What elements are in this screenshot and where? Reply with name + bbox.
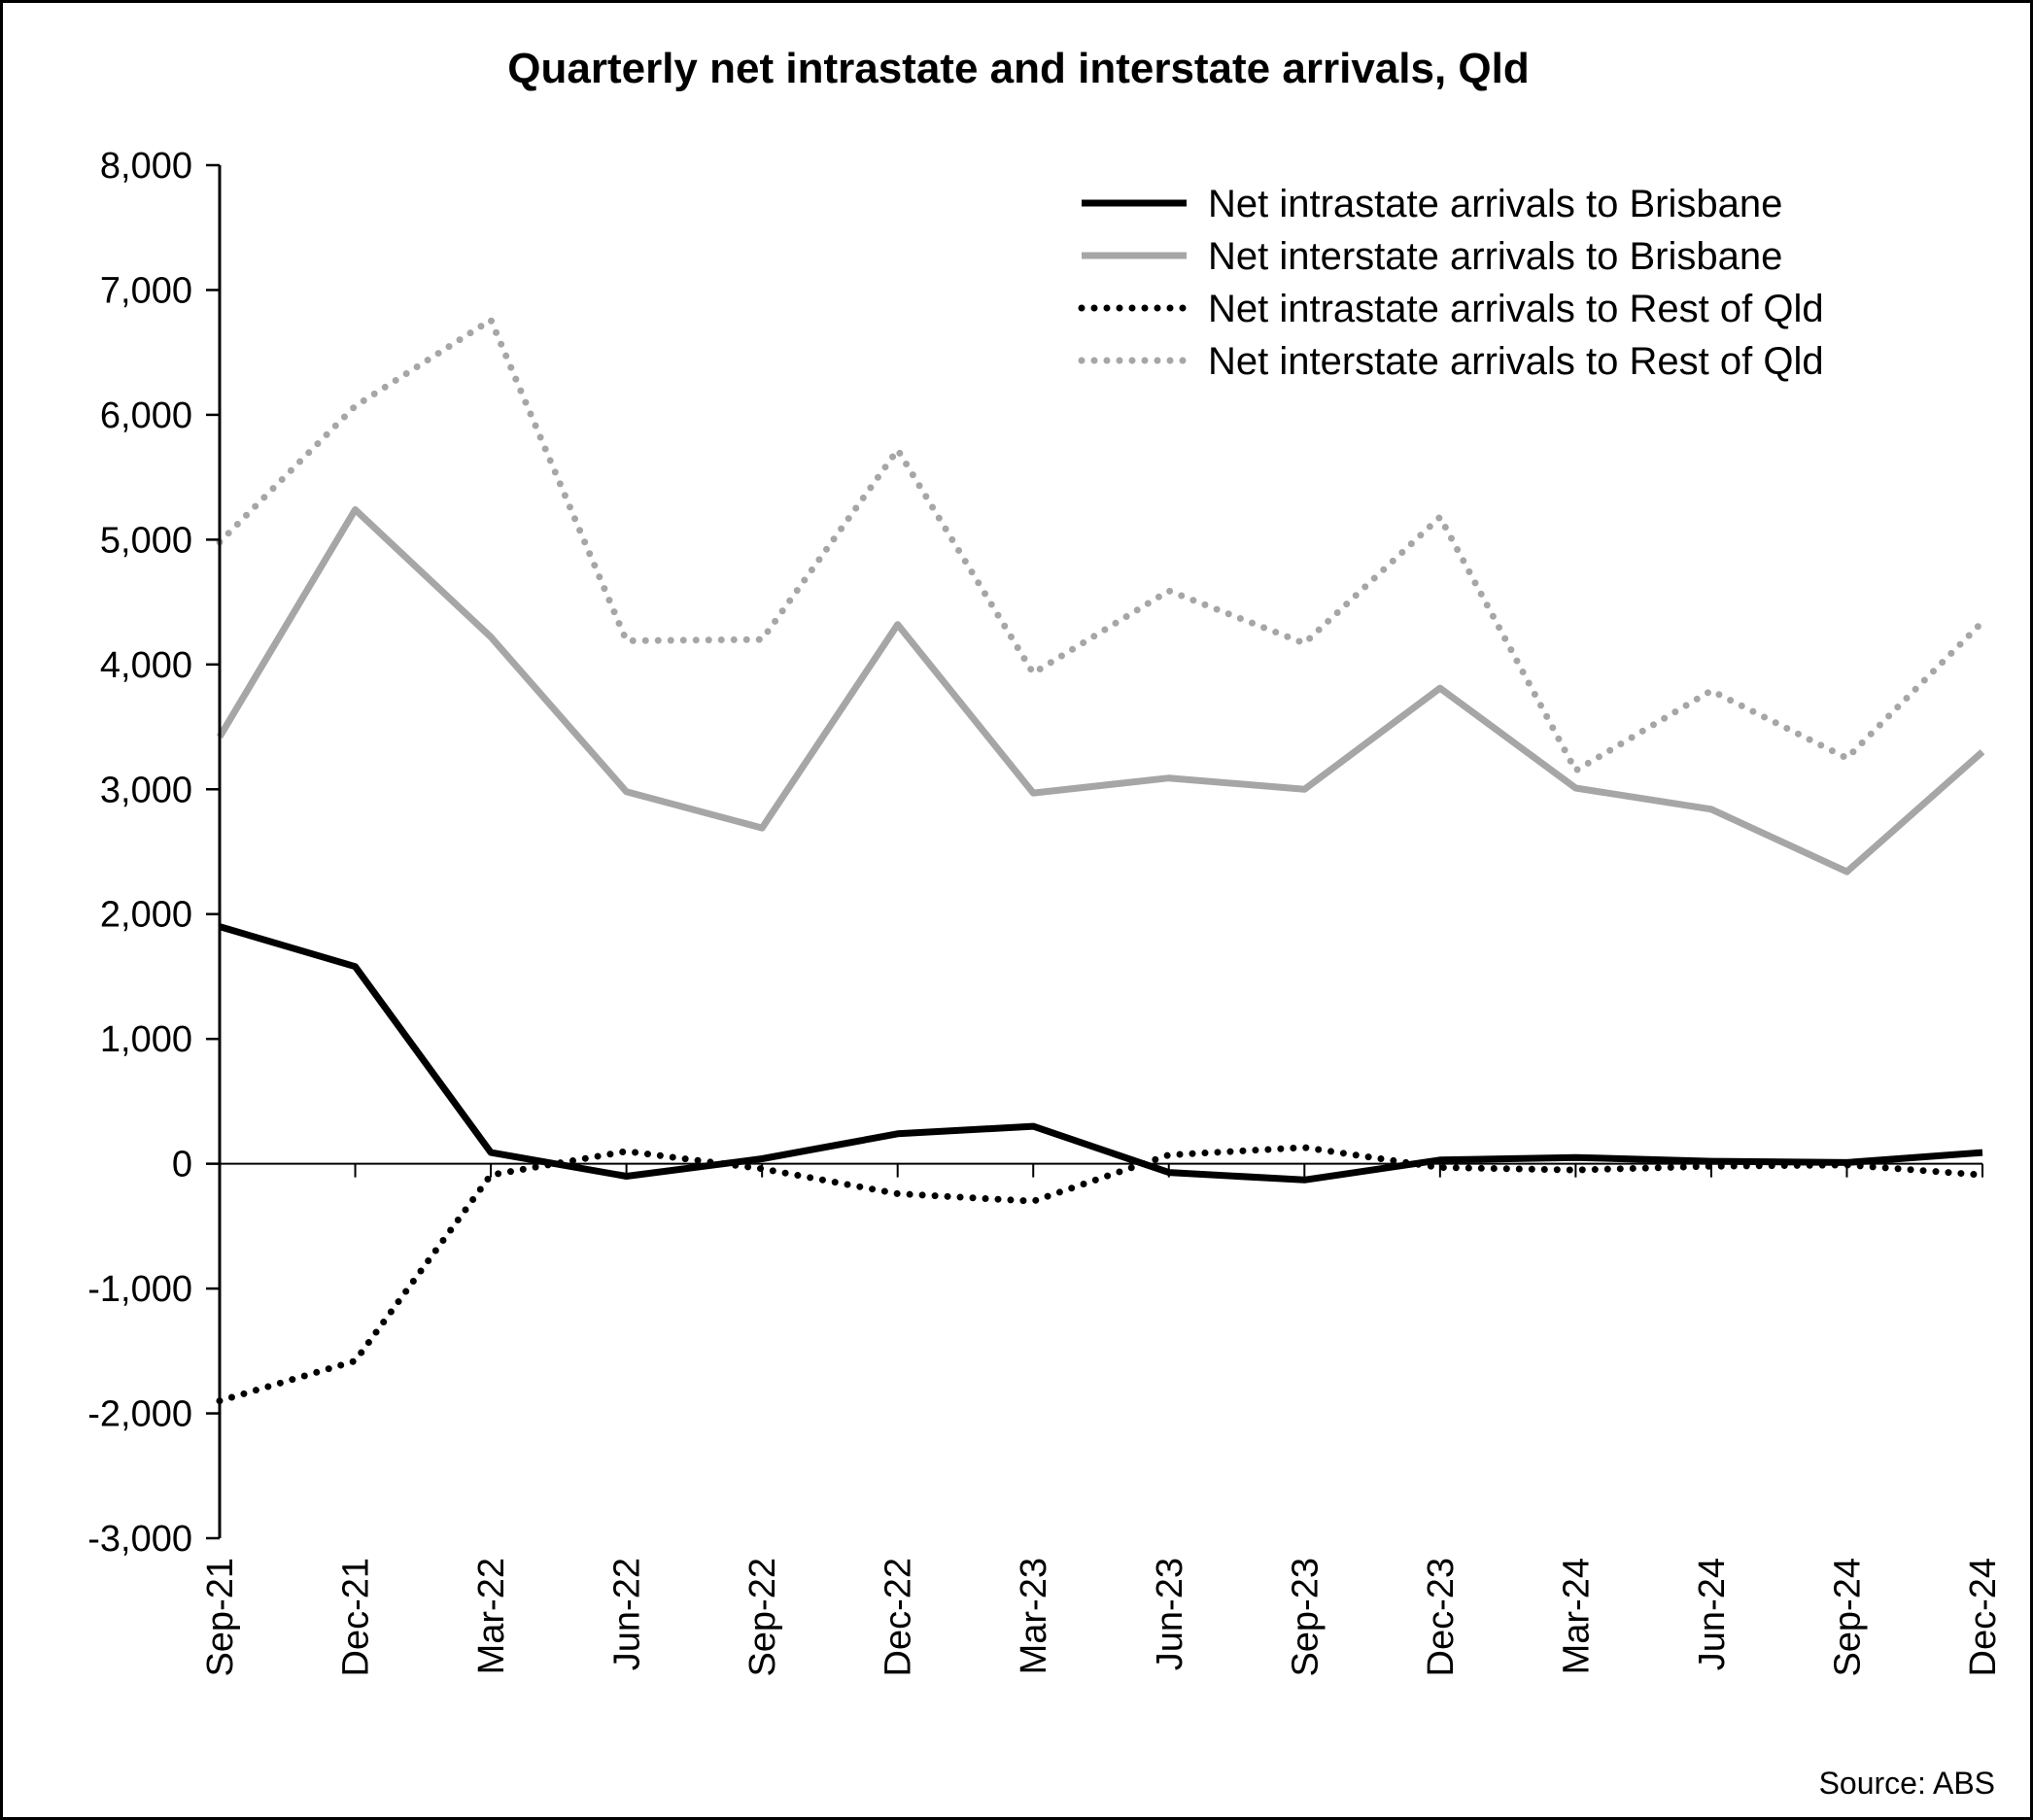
x-tick-label: Mar-24 [1556, 1558, 1597, 1674]
source-note: Source: ABS [1819, 1766, 1995, 1801]
x-tick-label: Jun-24 [1692, 1558, 1733, 1670]
axes-layer: -3,000 -2,000 -1,000 0 1,000 2,000 3,000 4,000 5… [87, 146, 2004, 1677]
y-tick-label: 3,000 [100, 770, 192, 810]
x-tick-label: Dec-21 [336, 1558, 377, 1677]
legend-label: Net intrastate arrivals to Rest of Qld [1208, 288, 1824, 330]
y-tick-label: -3,000 [87, 1519, 192, 1560]
series-line-net-intrastate-arrivals-to-brisbane [219, 923, 1983, 1184]
y-tick-label: 5,000 [100, 520, 192, 561]
chart-title: Quarterly net intrastate and interstate … [507, 45, 1529, 92]
y-tick-label: 8,000 [100, 146, 192, 187]
x-tick-label: Sep-22 [742, 1558, 783, 1677]
y-tick-label: 4,000 [100, 645, 192, 686]
y-tick-label: -1,000 [87, 1269, 192, 1310]
y-tick-label: -2,000 [87, 1394, 192, 1435]
legend-label: Net intrastate arrivals to Brisbane [1208, 183, 1782, 225]
y-tick-label: 6,000 [100, 395, 192, 436]
x-tick-label: Sep-23 [1285, 1558, 1326, 1677]
y-tick-label: 1,000 [100, 1019, 192, 1060]
series-line-net-intrastate-arrivals-to-rest-of-qld [216, 1144, 1986, 1405]
line-chart: Quarterly net intrastate and interstate … [87, 45, 2004, 1801]
legend-label: Net interstate arrivals to Brisbane [1208, 235, 1782, 278]
x-tick-label: Sep-21 [200, 1558, 241, 1677]
y-tick-label: 0 [172, 1145, 192, 1185]
x-tick-label: Dec-22 [879, 1558, 919, 1677]
x-tick-label: Dec-23 [1421, 1558, 1462, 1677]
x-tick-label: Dec-24 [1963, 1558, 2004, 1677]
x-tick-label: Jun-23 [1150, 1558, 1190, 1670]
x-tick-label: Jun-22 [607, 1558, 648, 1670]
x-tick-label: Mar-23 [1014, 1558, 1054, 1674]
series-layer [216, 316, 1986, 1405]
x-tick-label: Sep-24 [1827, 1558, 1868, 1677]
legend-label: Net interstate arrivals to Rest of Qld [1208, 340, 1824, 383]
y-tick-label: 2,000 [100, 895, 192, 936]
series-line-net-interstate-arrivals-to-rest-of-qld [216, 316, 1986, 774]
legend: Net intrastate arrivals to Brisbane Net i… [1078, 183, 1824, 383]
x-tick-label: Mar-22 [471, 1558, 512, 1674]
y-tick-label: 7,000 [100, 270, 192, 311]
series-line-net-interstate-arrivals-to-brisbane [216, 506, 1985, 876]
